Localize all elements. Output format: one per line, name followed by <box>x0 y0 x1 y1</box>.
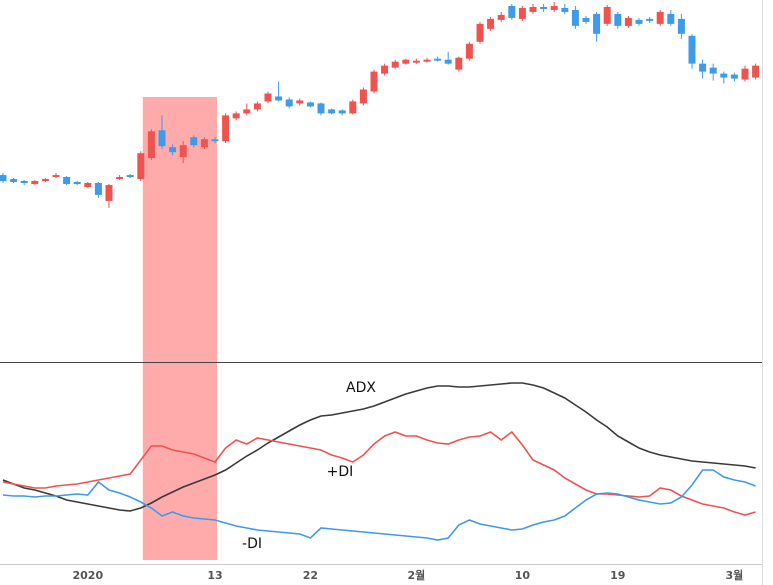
series-label: -DI <box>242 536 262 552</box>
candle-body <box>73 182 81 184</box>
candle-body <box>296 100 304 104</box>
x-tick-label: 13 <box>207 569 222 582</box>
candle-body <box>232 113 240 119</box>
series-label: +DI <box>327 464 354 480</box>
candle-body <box>741 68 749 80</box>
candle-body <box>306 102 314 107</box>
candle-body <box>518 7 526 19</box>
candle-body <box>550 5 558 10</box>
candle-body <box>677 18 685 34</box>
candle-body <box>752 65 760 78</box>
candle-body <box>116 177 124 180</box>
candle-body <box>10 179 18 182</box>
candle-body <box>571 9 579 26</box>
candle-body <box>0 175 7 182</box>
candle-body <box>646 18 654 21</box>
candle-body <box>158 130 166 147</box>
candle-body <box>338 110 346 114</box>
indicator-line <box>2 382 756 512</box>
candle-body <box>359 89 367 104</box>
candle-body <box>253 103 261 110</box>
indicator-line <box>2 469 756 541</box>
candle-body <box>720 73 728 78</box>
highlight-zone <box>142 97 217 560</box>
candle-body <box>688 35 696 64</box>
candle-body <box>476 23 484 42</box>
candle-body <box>370 71 378 92</box>
candle-body <box>487 18 495 29</box>
candle-body <box>179 145 187 158</box>
candle-body <box>317 103 325 114</box>
candle-body <box>402 59 410 64</box>
candle-body <box>147 131 155 159</box>
candle-body <box>465 43 473 59</box>
candle-body <box>211 139 219 142</box>
candle-body <box>423 59 431 62</box>
candle-body <box>31 181 39 184</box>
indicator-line <box>2 430 756 516</box>
candle-body <box>41 179 49 182</box>
x-tick-label: 2020 <box>72 569 103 582</box>
candle-body <box>561 7 569 12</box>
candle-body <box>243 109 251 114</box>
candle-body <box>381 65 389 74</box>
candle-body <box>730 74 738 79</box>
candle-body <box>200 139 208 148</box>
candle-body <box>444 59 452 64</box>
x-tick-label: 22 <box>303 569 318 582</box>
candle-body <box>264 93 272 102</box>
candle-body <box>593 13 601 34</box>
candle-body <box>52 175 60 178</box>
series-label: ADX <box>346 380 376 396</box>
candle-body <box>391 61 399 68</box>
candle-body <box>275 96 283 101</box>
candle-body <box>656 11 664 24</box>
candle-body <box>709 67 717 74</box>
candle-body <box>84 182 92 187</box>
candle-body <box>328 109 336 114</box>
x-tick-label: 10 <box>515 569 531 582</box>
candle-body <box>508 5 516 18</box>
candle-body <box>434 58 442 61</box>
candle-body <box>540 6 548 9</box>
candle-body <box>614 13 622 26</box>
candle-body <box>137 153 145 180</box>
candle-body <box>126 175 134 178</box>
candle-body <box>20 181 28 183</box>
candle-body <box>105 184 113 201</box>
candle-body <box>635 19 643 24</box>
candle-body <box>94 182 102 195</box>
candle-body <box>63 177 71 184</box>
candle-body <box>412 60 420 63</box>
candle-body <box>582 17 590 22</box>
candle-body <box>699 63 707 72</box>
candle-body <box>285 99 293 107</box>
candle-body <box>190 137 198 146</box>
x-tick-label: 2월 <box>408 568 426 582</box>
candle-body <box>222 115 230 142</box>
candle-body <box>624 17 632 26</box>
candle-body <box>667 13 675 24</box>
candle-body <box>169 147 177 153</box>
candle-body <box>497 14 505 20</box>
candle-body <box>349 101 357 114</box>
x-tick-label: 3월 <box>726 568 744 582</box>
x-tick-label: 19 <box>610 569 625 582</box>
candle-body <box>455 57 463 70</box>
candle-body <box>603 6 611 24</box>
candle-body <box>529 6 537 12</box>
